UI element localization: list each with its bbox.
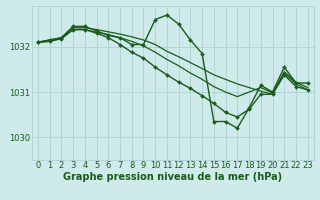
X-axis label: Graphe pression niveau de la mer (hPa): Graphe pression niveau de la mer (hPa)	[63, 172, 282, 182]
